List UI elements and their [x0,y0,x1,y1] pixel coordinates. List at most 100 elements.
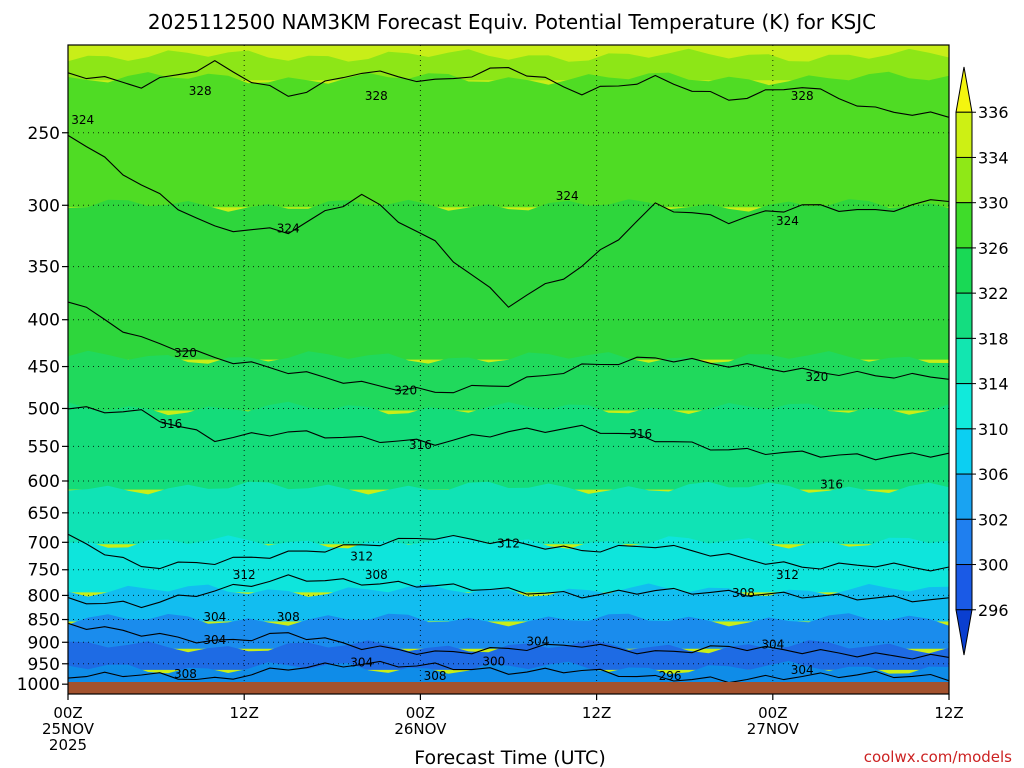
colorbar-label-336: 336 [978,103,1009,122]
contour-label-316: 316 [820,477,843,491]
band-320 [68,350,949,411]
contour-label-328: 328 [365,89,388,103]
colorbar-label-310: 310 [978,420,1009,439]
isoline-324 [68,134,949,308]
y-tick-label-800: 800 [28,586,60,606]
contour-label-304: 304 [791,663,814,677]
contour-label-308: 308 [277,610,300,624]
x-tick-label-12-0: 12Z [230,704,259,722]
colorbar-swatch-2 [955,156,973,204]
colorbar-label-326: 326 [978,239,1009,258]
contour-label-324: 324 [776,214,799,228]
colorbar-swatch-6 [955,337,973,385]
x-axis-label: Forecast Time (UTC) [414,747,605,768]
contour-label-312: 312 [497,536,520,550]
x-tick-label-48-0: 00Z [758,704,787,722]
contour-label-308: 308 [732,586,755,600]
colorbar-label-302: 302 [978,510,1009,529]
colorbar-label-306: 306 [978,465,1009,484]
contour-label-296: 296 [659,669,682,683]
contour-label-316: 316 [159,417,182,431]
x-tick-label-24-0: 00Z [406,704,435,722]
x-tick-label-0-0: 00Z [53,704,82,722]
y-tick-label-450: 450 [28,358,60,378]
contour-label-304: 304 [761,637,784,651]
x-tick-label-0-1: 25NOV [42,720,95,738]
band-322 [68,199,949,360]
y-tick-label-900: 900 [28,633,60,653]
contour-label-308: 308 [424,669,447,683]
contour-label-324: 324 [71,113,94,127]
contour-label-304: 304 [350,656,373,670]
band-300 [68,640,949,670]
y-tick-label-400: 400 [28,311,60,331]
isoline-316 [68,406,949,461]
contour-label-300: 300 [482,655,505,669]
colorbar-swatch-1 [955,111,973,158]
contour-label-308: 308 [365,568,388,582]
band-306 [68,583,949,622]
colorbar-swatch-11 [955,564,973,611]
contour-label-316: 316 [409,438,432,452]
isoline-308 [68,574,949,609]
contour-label-312: 312 [350,549,373,563]
colorbar-cap-bottom [955,609,973,656]
contour-label-304: 304 [203,633,226,647]
y-tick-label-350: 350 [28,258,60,278]
credit-text: coolwx.com/models [864,748,1012,766]
contour-label-group: 328 328 328 324 324 324 324 320 320 320 316 316 316 3… [71,84,843,683]
isoline-304 [68,622,949,660]
contour-label-320: 320 [174,346,197,360]
y-tick-label-950: 950 [28,655,60,675]
band-310 [68,535,949,593]
colorbar-label-300: 300 [978,556,1009,575]
y-tick-label-550: 550 [28,437,60,457]
isoline-320 [68,301,949,394]
x-tick-label-60-0: 12Z [934,704,963,722]
colorbar-cap-top [955,66,973,113]
contour-label-312: 312 [233,568,256,582]
colorbar-swatch-9 [955,473,973,520]
band-296 [68,661,949,682]
colorbar-swatch-8 [955,428,973,475]
band-336 [68,45,949,58]
contour-label-324: 324 [277,221,300,235]
contour-label-312: 312 [776,568,799,582]
contour-label-320: 320 [394,384,417,398]
colorbar-label-314: 314 [978,375,1009,394]
colorbar-label-330: 330 [978,194,1009,213]
chart-title: 2025112500 NAM3KM Forecast Equiv. Potent… [148,10,876,34]
contour-line-group [68,60,949,682]
band-302 [68,613,949,649]
contour-label-328: 328 [189,84,212,98]
isoline-312 [68,533,949,572]
contour-label-304: 304 [526,634,549,648]
contour-label-304: 304 [203,610,226,624]
contour-label-320: 320 [805,370,828,384]
y-tick-label-600: 600 [28,472,60,492]
plot-frame [67,44,950,695]
ground-surface [68,682,949,694]
x-tick-label-24-1: 26NOV [394,720,447,738]
isoline-328 [68,60,949,118]
colorbar-swatch-3 [955,202,973,249]
x-tick-label-36-0: 12Z [582,704,611,722]
y-tick-label-1000: 1000 [17,675,60,695]
colorbar-label-322: 322 [978,284,1009,303]
y-tick-label-300: 300 [28,196,60,216]
y-axis: 2503003504004505005506006507007508008509… [17,124,68,695]
colorbar-label-334: 334 [978,148,1009,167]
x-tick-label-0-2: 2025 [49,736,87,754]
colorbar-swatch-10 [955,518,973,566]
colorbar-swatch-4 [955,247,973,294]
band-318 [68,401,949,490]
colorbar: 336 334 330 326 322 318 314 310 306 302 300 296 [955,66,1009,656]
colorbar-swatch-5 [955,292,973,339]
y-tick-label-500: 500 [28,399,60,419]
y-tick-label-650: 650 [28,504,60,524]
colorbar-label-318: 318 [978,329,1009,348]
y-tick-label-850: 850 [28,611,60,631]
band-326 [68,71,949,208]
